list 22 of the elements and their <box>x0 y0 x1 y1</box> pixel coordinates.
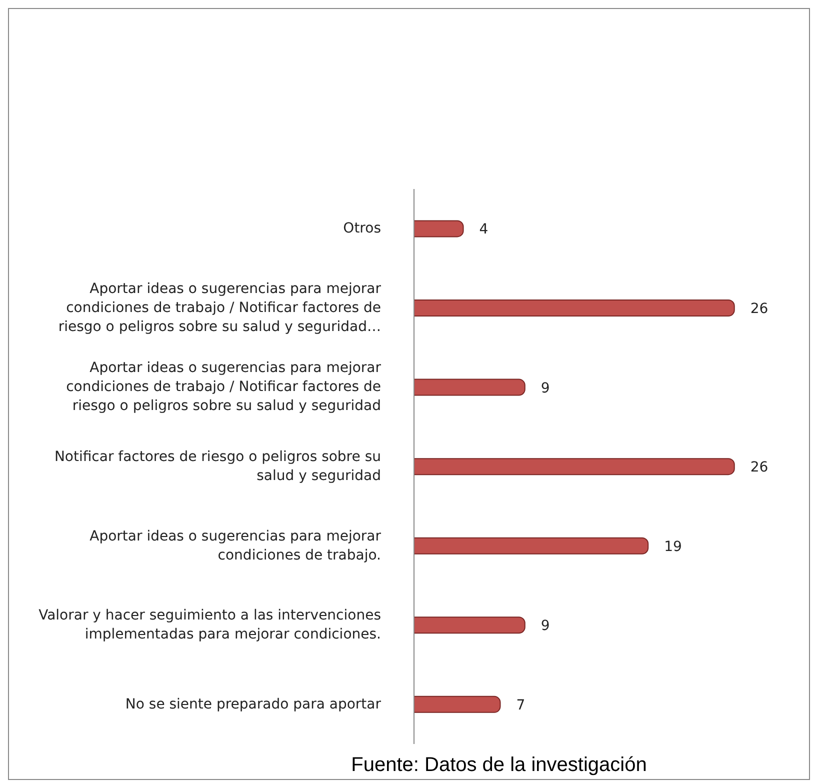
bar <box>414 300 735 316</box>
bar <box>414 220 464 238</box>
y-tick-label: Notificar factores de riesgo o peligros sobre su salud y seguridad <box>54 448 381 484</box>
y-tick-label: Aportar ideas o sugerencias para mejorar condiciones de trabajo. <box>90 528 382 564</box>
y-tick-label: Aportar ideas o sugerencias para mejorar condiciones de trabajo / Notificar factores de riesgo o peligros sobre su salud y seguridad <box>66 360 382 414</box>
data-label: 26 <box>750 300 768 317</box>
y-tick-label: Valorar y hacer seguimiento a las intervenciones implementadas para mejorar condiciones. <box>38 607 381 642</box>
bar <box>414 378 526 396</box>
data-label: 9 <box>540 618 550 634</box>
bar <box>414 537 649 554</box>
y-tick-label: Otros <box>343 220 381 236</box>
data-label: 4 <box>479 222 488 238</box>
bar <box>414 696 501 713</box>
y-tick-label: Aportar ideas o sugerencias para mejorar condiciones de trabajo / Notificar factores de riesgo o peligros sobre su salud y seguridad… <box>58 280 382 335</box>
source-note: Fuente: Datos de la investigación <box>350 754 648 777</box>
bar <box>414 616 526 634</box>
data-label: 19 <box>664 538 682 555</box>
bar <box>414 458 735 476</box>
y-tick-label: No se siente preparado para aportar <box>125 696 382 712</box>
data-label: 7 <box>516 697 526 714</box>
data-label: 26 <box>750 460 768 476</box>
data-label: 9 <box>540 380 550 396</box>
